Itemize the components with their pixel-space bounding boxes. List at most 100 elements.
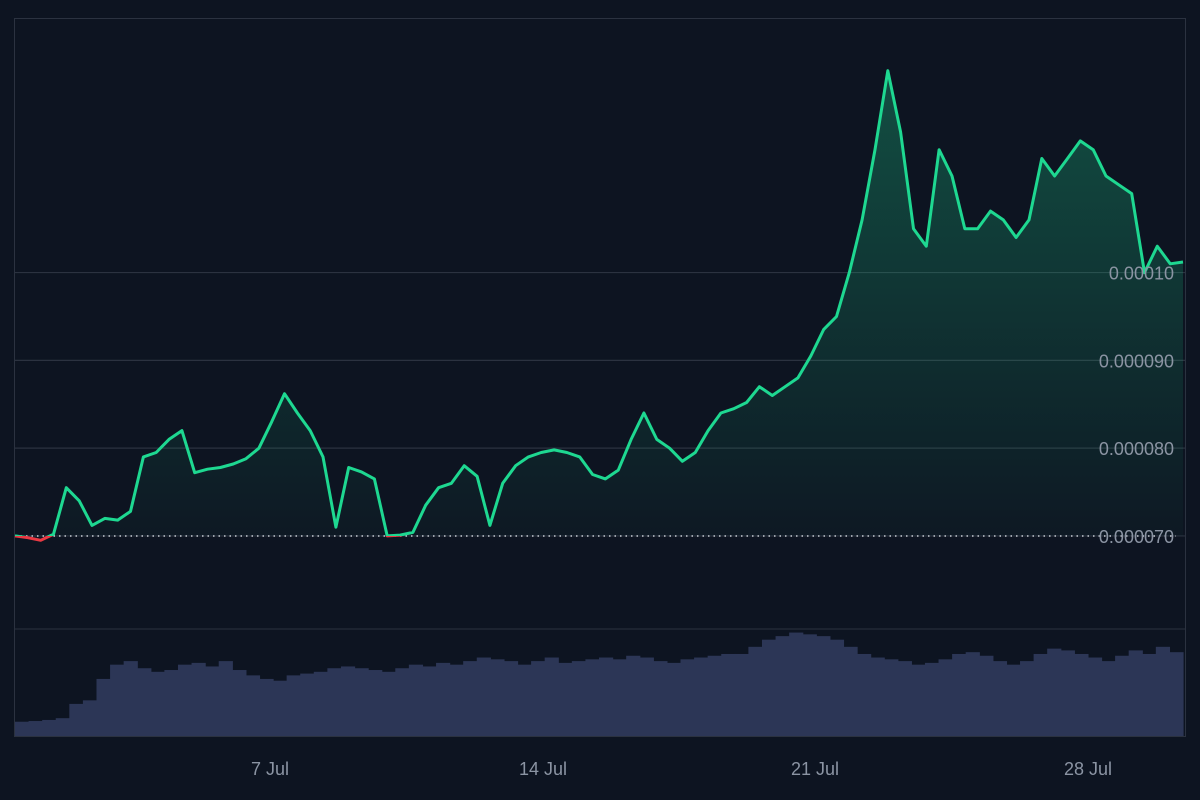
volume-bar bbox=[177, 664, 193, 736]
volume-bar bbox=[612, 659, 627, 736]
volume-bar bbox=[259, 678, 274, 736]
volume-bar bbox=[1020, 661, 1035, 736]
volume-bar bbox=[395, 668, 410, 736]
x-tick-label: 28 Jul bbox=[1064, 759, 1112, 779]
volume-bar bbox=[28, 721, 43, 736]
volume-bar bbox=[626, 655, 641, 736]
volume-bars bbox=[15, 632, 1184, 736]
volume-bar bbox=[476, 657, 491, 736]
volume-bar bbox=[381, 671, 396, 736]
y-tick-label: 0.000070 bbox=[1099, 527, 1174, 547]
volume-bar bbox=[340, 666, 356, 736]
volume-bar bbox=[694, 657, 709, 736]
volume-bar bbox=[1142, 653, 1157, 736]
volume-bar bbox=[884, 659, 899, 736]
volume-bar bbox=[300, 673, 315, 736]
volume-bar bbox=[979, 655, 994, 736]
volume-bar bbox=[42, 719, 57, 736]
y-tick-label: 0.00010 bbox=[1109, 264, 1174, 284]
volume-bar bbox=[191, 662, 206, 736]
volume-bar bbox=[150, 671, 165, 736]
volume-bar bbox=[707, 655, 722, 736]
y-tick-label: 0.000090 bbox=[1099, 351, 1174, 371]
volume-bar bbox=[829, 639, 845, 736]
volume-bar bbox=[680, 659, 695, 736]
x-tick-label: 7 Jul bbox=[251, 759, 289, 779]
volume-bar bbox=[992, 661, 1008, 736]
volume-bar bbox=[449, 664, 464, 736]
volume-bar bbox=[55, 718, 70, 736]
volume-bar bbox=[110, 664, 125, 736]
volume-bar bbox=[816, 636, 831, 736]
volume-bar bbox=[137, 668, 152, 736]
volume-bar bbox=[286, 675, 301, 736]
volume-bar bbox=[503, 661, 519, 736]
volume-bar bbox=[368, 670, 383, 736]
volume-bar bbox=[843, 646, 858, 736]
volume-bar bbox=[1128, 650, 1143, 736]
volume-bar bbox=[775, 636, 790, 736]
volume-bar bbox=[1169, 652, 1184, 736]
volume-bar bbox=[1115, 655, 1130, 736]
volume-bar bbox=[599, 657, 614, 736]
volume-bar bbox=[463, 661, 478, 736]
volume-bar bbox=[232, 670, 247, 736]
volume-bar bbox=[748, 646, 763, 736]
volume-bar bbox=[218, 661, 233, 736]
x-tick-label: 14 Jul bbox=[519, 759, 567, 779]
volume-bar bbox=[490, 659, 505, 736]
volume-bar bbox=[911, 664, 926, 736]
volume-bar bbox=[585, 659, 600, 736]
volume-bar bbox=[15, 721, 30, 736]
price-line-above-baseline[interactable] bbox=[14, 69, 1184, 541]
volume-bar bbox=[82, 700, 98, 736]
volume-bar bbox=[666, 662, 682, 736]
volume-bar bbox=[653, 661, 668, 736]
volume-bar bbox=[436, 662, 451, 736]
volume-bar bbox=[96, 678, 111, 736]
volume-bar bbox=[531, 661, 546, 736]
volume-bar bbox=[1033, 653, 1048, 736]
volume-bar bbox=[789, 632, 804, 736]
volume-bar bbox=[897, 661, 912, 736]
y-tick-label: 0.000080 bbox=[1099, 439, 1174, 459]
volume-bar bbox=[544, 657, 559, 736]
volume-bar bbox=[69, 703, 84, 736]
volume-bar bbox=[870, 657, 885, 736]
volume-bar bbox=[1047, 648, 1062, 736]
volume-bar bbox=[1074, 653, 1089, 736]
volume-bar bbox=[327, 668, 342, 736]
volume-bar bbox=[1101, 661, 1116, 736]
volume-bar bbox=[422, 666, 437, 736]
volume-bar bbox=[517, 664, 532, 736]
chart-frame bbox=[14, 18, 1186, 737]
volume-bar bbox=[802, 634, 817, 736]
x-axis-ticks: 7 Jul 14 Jul 21 Jul 28 Jul bbox=[251, 759, 1112, 779]
volume-bar bbox=[123, 661, 138, 736]
x-tick-label: 21 Jul bbox=[791, 759, 839, 779]
volume-bar bbox=[1006, 664, 1021, 736]
volume-bar bbox=[558, 662, 573, 736]
volume-bar bbox=[1087, 657, 1103, 736]
volume-bar bbox=[721, 653, 736, 736]
volume-bar bbox=[761, 639, 777, 736]
y-axis-ticks: 0.000070 0.000080 0.000090 0.00010 bbox=[1099, 264, 1174, 547]
volume-bar bbox=[1060, 650, 1075, 736]
volume-bar bbox=[408, 664, 424, 736]
volume-bar bbox=[273, 680, 288, 736]
volume-bar bbox=[313, 671, 328, 736]
volume-bar bbox=[924, 662, 940, 736]
volume-bar bbox=[205, 666, 220, 736]
volume-bar bbox=[639, 657, 654, 736]
volume-bar bbox=[734, 653, 749, 736]
volume-bar bbox=[164, 670, 179, 736]
volume-bar bbox=[571, 661, 587, 736]
volume-bar bbox=[1155, 646, 1171, 736]
volume-bar bbox=[965, 652, 980, 736]
volume-bar bbox=[245, 675, 261, 736]
volume-bar bbox=[354, 668, 369, 736]
volume-bar bbox=[857, 653, 872, 736]
price-area-fill bbox=[15, 70, 1183, 536]
